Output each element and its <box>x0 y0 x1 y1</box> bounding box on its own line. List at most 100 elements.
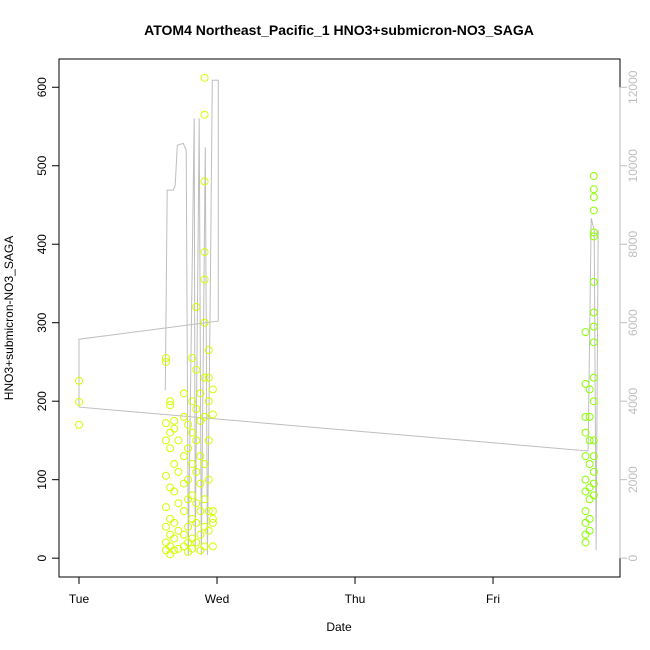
point <box>188 397 197 406</box>
point <box>192 303 201 312</box>
point <box>589 206 598 215</box>
point <box>188 544 197 553</box>
point <box>585 526 594 535</box>
point <box>204 507 213 516</box>
point <box>170 459 179 468</box>
point <box>188 491 197 500</box>
point <box>589 467 598 476</box>
point <box>204 373 213 382</box>
y-axis-label: HNO3+submicron-NO3_SAGA <box>2 236 16 400</box>
point <box>208 518 217 527</box>
point <box>188 354 197 363</box>
point <box>585 412 594 421</box>
point <box>204 475 213 484</box>
point <box>174 436 183 445</box>
point <box>589 491 598 500</box>
point <box>204 436 213 445</box>
point <box>581 538 590 547</box>
point <box>200 73 209 82</box>
point <box>170 424 179 433</box>
point <box>192 499 201 508</box>
point <box>192 538 201 547</box>
y2-tick-label: 8000 <box>626 231 640 258</box>
point <box>589 308 598 317</box>
point <box>170 546 179 555</box>
point <box>184 522 193 531</box>
point <box>179 530 188 539</box>
point <box>184 444 193 453</box>
point <box>589 171 598 180</box>
point <box>179 389 188 398</box>
point <box>204 397 213 406</box>
point <box>581 412 590 421</box>
point <box>188 428 197 437</box>
x-axis-label: Date <box>326 620 352 634</box>
y2-tick-label: 2000 <box>626 466 640 493</box>
point <box>196 530 205 539</box>
point <box>200 177 209 186</box>
y-tick-label: 200 <box>35 391 49 411</box>
point <box>589 185 598 194</box>
x-tick-label: Fri <box>486 592 500 606</box>
point <box>589 322 598 331</box>
y2-tick-label: 0 <box>626 555 640 562</box>
point <box>581 452 590 461</box>
point <box>161 357 170 366</box>
point <box>200 495 209 504</box>
y-tick-label: 600 <box>35 77 49 97</box>
point <box>161 354 170 363</box>
point <box>200 412 209 421</box>
point <box>581 475 590 484</box>
y-tick-label: 100 <box>35 469 49 489</box>
point <box>196 452 205 461</box>
y-tick-label: 300 <box>35 312 49 332</box>
point <box>166 444 175 453</box>
point <box>179 452 188 461</box>
point <box>589 397 598 406</box>
point <box>75 397 84 406</box>
point <box>589 232 598 241</box>
point <box>170 534 179 543</box>
point <box>196 389 205 398</box>
point <box>589 436 598 445</box>
point <box>589 338 598 347</box>
point <box>184 420 193 429</box>
x-tick-label: Tue <box>69 592 90 606</box>
point <box>192 405 201 414</box>
point <box>161 522 170 531</box>
point <box>170 416 179 425</box>
x-tick-label: Wed <box>205 592 229 606</box>
point <box>585 459 594 468</box>
point <box>75 376 84 385</box>
line <box>78 79 599 556</box>
point <box>196 479 205 488</box>
point <box>589 479 598 488</box>
point <box>179 412 188 421</box>
point <box>188 459 197 468</box>
point <box>585 436 594 445</box>
y2-tick-label: 6000 <box>626 309 640 336</box>
point <box>75 420 84 429</box>
point <box>581 379 590 388</box>
point <box>208 542 217 551</box>
point <box>589 373 598 382</box>
point <box>166 401 175 410</box>
y2-tick-label: 4000 <box>626 388 640 415</box>
point <box>166 397 175 406</box>
point <box>581 507 590 516</box>
point <box>192 467 201 476</box>
chart-title: ATOM4 Northeast_Pacific_1 HNO3+submicron… <box>144 22 534 38</box>
point <box>200 373 209 382</box>
y2-tick-label: 10000 <box>626 149 640 183</box>
point <box>200 248 209 257</box>
point <box>204 346 213 355</box>
point <box>208 514 217 523</box>
point <box>161 419 170 428</box>
y-tick-label: 400 <box>35 234 49 254</box>
y-tick-label: 0 <box>35 555 49 562</box>
point <box>200 318 209 327</box>
point <box>161 471 170 480</box>
point <box>170 487 179 496</box>
